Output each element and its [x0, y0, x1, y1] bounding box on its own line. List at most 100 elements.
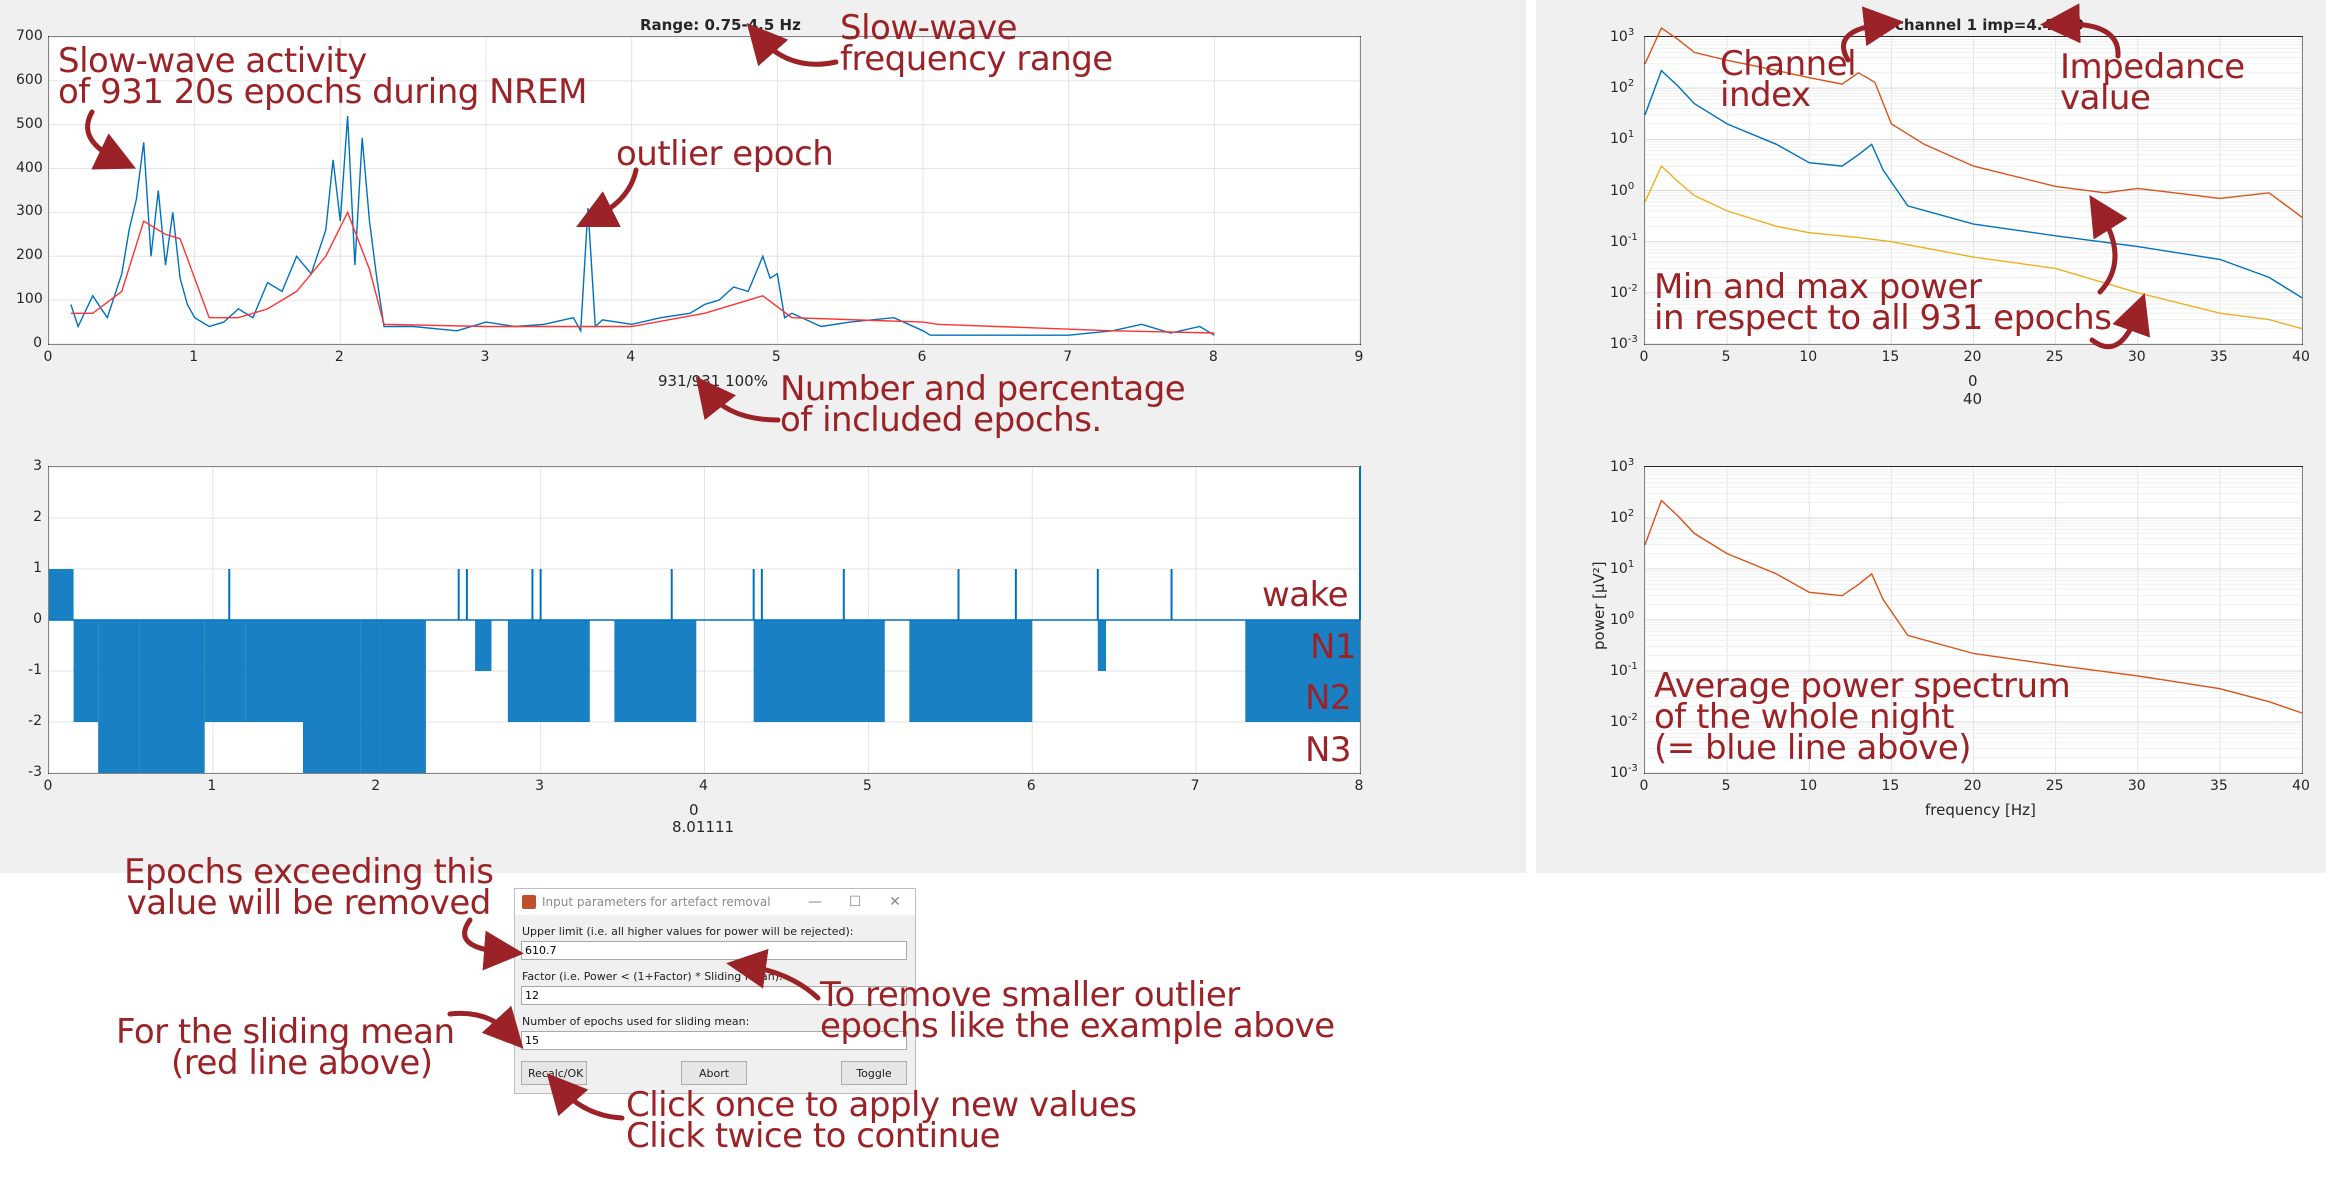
annotation-click-line2: Click twice to continue — [626, 1116, 1001, 1156]
x-tick-label: 30 — [2127, 778, 2146, 794]
x-tick-label: 8 — [1354, 778, 1364, 794]
y-tick-base: 10 — [1610, 713, 1628, 730]
abort-button[interactable]: Abort — [681, 1061, 747, 1085]
annotation-freq-line2: frequency range — [840, 39, 1113, 79]
chart3-xlabel-value2: 40 — [1963, 390, 1983, 408]
x-tick-label: 20 — [1963, 778, 1982, 794]
hypnogram-plot[interactable] — [48, 466, 1361, 774]
series-line-0 — [1644, 26, 2303, 218]
stage-bar — [49, 569, 74, 620]
series-line-0 — [1644, 499, 2303, 714]
x-tick-label: 5 — [771, 349, 781, 365]
chart2-xlabel-value2: 8.01111 — [672, 818, 735, 836]
annotation-avg-line3: (= blue line above) — [1654, 728, 1972, 768]
y-tick-exp: 3 — [1627, 457, 1635, 469]
annotation-sliding-line1: For the sliding mean — [116, 1012, 455, 1052]
chart3-title: channel 1 imp=4.4479 — [1895, 16, 2085, 34]
y-tick-label: -1 — [28, 662, 42, 678]
x-tick-label: 10 — [1799, 349, 1818, 365]
x-tick-label: 5 — [862, 778, 872, 794]
annotation-wake: wake — [1262, 575, 1349, 615]
y-tick-label: 101 — [1610, 559, 1634, 577]
annotation-included: Number and percentage of included epochs… — [780, 372, 1186, 437]
y-tick-exp: -1 — [1627, 231, 1638, 243]
x-tick-label: 8 — [1208, 349, 1218, 365]
y-tick-exp: 0 — [1627, 180, 1635, 192]
close-icon[interactable]: ✕ — [889, 894, 901, 910]
stage-bar — [360, 620, 426, 773]
upper-limit-input[interactable] — [521, 941, 907, 960]
dialog-titlebar[interactable]: Input parameters for artefact removal — … — [515, 889, 915, 915]
annotation-outlier: outlier epoch — [616, 134, 834, 174]
annotation-avg: Average power spectrum of the whole nigh… — [1654, 669, 2071, 768]
y-tick-base: 10 — [1610, 335, 1628, 352]
x-tick-label: 10 — [1799, 778, 1818, 794]
annotation-impedance-line2: value — [2060, 78, 2151, 118]
y-tick-exp: 3 — [1627, 27, 1635, 39]
y-tick-exp: -3 — [1627, 763, 1638, 775]
y-tick-label: 10-2 — [1610, 712, 1638, 730]
y-tick-label: 200 — [16, 247, 43, 264]
annotation-avg-line2: of the whole night — [1654, 697, 1954, 737]
arrow-exceed — [462, 917, 524, 971]
y-tick-label: 1 — [33, 560, 42, 576]
artefact-removal-dialog: Input parameters for artefact removal — … — [514, 888, 916, 1094]
y-tick-exp: -1 — [1627, 661, 1638, 673]
stage-bar — [303, 620, 361, 773]
matlab-icon — [522, 895, 536, 909]
x-tick-label: 40 — [2292, 349, 2310, 365]
y-tick-label: 500 — [16, 115, 43, 132]
x-tick-label: 3 — [535, 778, 545, 794]
x-tick-label: 7 — [1063, 349, 1073, 365]
x-tick-label: 2 — [334, 349, 344, 365]
recalc-ok-button[interactable]: Recalc/OK — [521, 1061, 587, 1085]
x-tick-label: 3 — [480, 349, 490, 365]
chart4-ylabel: power [μV²] — [1590, 561, 1608, 650]
y-tick-base: 10 — [1610, 233, 1628, 250]
stage-bar — [909, 620, 1033, 722]
series-line-1 — [1644, 69, 2303, 299]
series-line-2 — [1644, 164, 2303, 330]
stage-bar — [1097, 620, 1106, 671]
swa-plot[interactable] — [48, 36, 1361, 345]
stage-bar — [245, 620, 304, 722]
stage-bar — [475, 620, 492, 671]
y-tick-label: 3 — [33, 458, 42, 474]
x-tick-label: 1 — [207, 778, 217, 794]
x-tick-label: 30 — [2127, 349, 2146, 365]
x-tick-label: 0 — [1639, 778, 1649, 794]
epochs-input[interactable] — [521, 1031, 907, 1050]
annotation-click: Click once to apply new values Click twi… — [626, 1088, 1137, 1156]
average-spectrum-plot[interactable] — [1644, 466, 2303, 774]
y-tick-base: 10 — [1610, 79, 1628, 96]
annotation-exceed-line1: Epochs exceeding this — [124, 852, 494, 892]
x-tick-label: 40 — [2292, 778, 2310, 794]
toggle-button[interactable]: Toggle — [841, 1061, 907, 1085]
y-tick-label: 400 — [16, 159, 43, 176]
x-tick-label: 25 — [2045, 778, 2064, 794]
y-tick-label: 102 — [1610, 78, 1634, 96]
annotation-exceed: Epochs exceeding this value will be remo… — [124, 852, 494, 920]
annotation-channel: Channel index — [1720, 47, 1857, 112]
stage-bar — [204, 620, 246, 722]
maximize-icon[interactable]: ☐ — [848, 894, 862, 910]
y-tick-label: -3 — [28, 764, 42, 780]
x-tick-label: 0 — [43, 778, 53, 794]
series-line-0 — [70, 115, 1215, 336]
y-tick-exp: 2 — [1627, 508, 1635, 520]
y-tick-label: 10-2 — [1610, 283, 1638, 301]
y-tick-label: 10-1 — [1610, 232, 1638, 250]
x-tick-label: 5 — [1721, 778, 1731, 794]
x-tick-label: 9 — [1354, 349, 1364, 365]
channel-spectrum-plot[interactable] — [1644, 26, 2303, 345]
annotation-impedance: Impedance value — [2060, 50, 2245, 118]
x-tick-label: 0 — [1639, 349, 1649, 365]
x-tick-label: 35 — [2209, 778, 2228, 794]
upper-limit-label: Upper limit (i.e. all higher values for … — [522, 925, 854, 938]
y-tick-label: 100 — [1610, 181, 1634, 199]
y-tick-exp: 1 — [1627, 129, 1635, 141]
y-tick-label: 100 — [16, 291, 43, 308]
minimize-icon[interactable]: — — [808, 894, 822, 910]
x-tick-label: 7 — [1190, 778, 1200, 794]
stage-bar — [73, 620, 99, 722]
